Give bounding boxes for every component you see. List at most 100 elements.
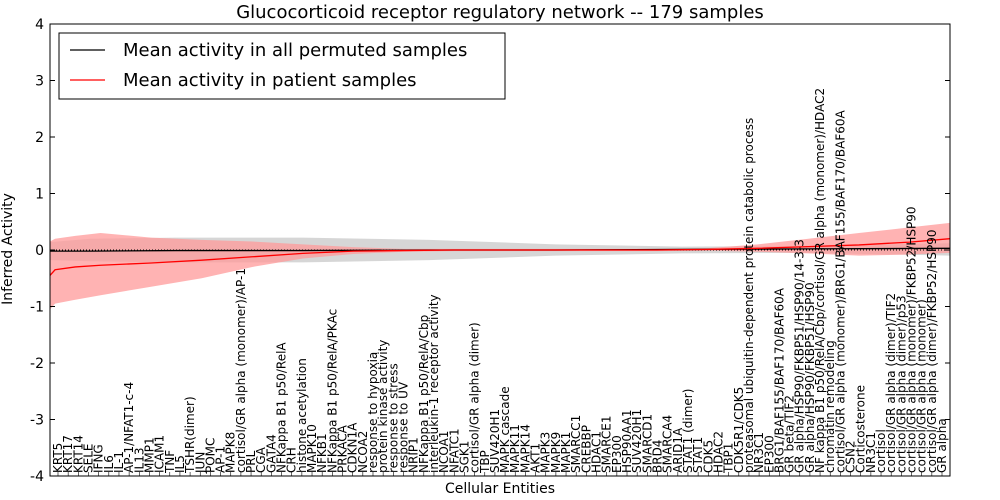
chart-title: Glucocorticoid receptor regulatory netwo…	[236, 2, 764, 23]
y-tick-label: 4	[35, 17, 44, 33]
entity-label: AP-1/NFAT1-c-4	[122, 382, 136, 473]
y-tick-label: 2	[35, 130, 44, 146]
entity-label: SMARCE1	[600, 415, 614, 473]
entity-label: IL13	[132, 448, 146, 474]
entity-label: SMARCC1	[569, 415, 583, 473]
entity-label: cortisol/GR alpha (dimer)	[468, 322, 482, 473]
entity-label: HSP90AA1	[620, 409, 634, 473]
entity-label: IL-1	[112, 451, 126, 473]
entity-label: NFATC1	[447, 428, 461, 473]
entity-label: PRKACA	[336, 424, 350, 473]
entity-label: Corticosterone	[854, 385, 868, 473]
y-tick-label: 0	[35, 243, 44, 259]
legend-patient-label: Mean activity in patient samples	[123, 70, 417, 91]
entity-label: HDAC1	[590, 431, 604, 473]
entity-label: STAT1	[691, 437, 705, 473]
entity-label: cortisol/GR alpha (monomer)/FKBP52/HSP90	[905, 206, 919, 473]
entity-label: CRH	[285, 447, 299, 473]
entity-label: cortisol	[874, 429, 888, 473]
entity-label: KRT17	[61, 435, 75, 473]
entity-label: NF kappa B1 p50/RelA/Cbp/cortisol/GR alp…	[813, 88, 827, 473]
y-axis: -4 -3 -2 -1 0 1 2 3 4	[30, 17, 950, 485]
entity-label: GR alpha/HSP90/FKBP51/HSP90	[803, 282, 817, 473]
entity-label: JUN	[193, 452, 207, 474]
entity-label: CGA	[254, 446, 268, 473]
entity-label: protein kinase activity	[376, 340, 390, 473]
entity-label: HDAC2	[712, 431, 726, 473]
entity-label: CDK5R1/CDK5	[732, 387, 746, 473]
entity-label: IL5	[173, 455, 187, 473]
entity-label: AKT1	[529, 443, 543, 473]
entity-label: TBP	[478, 450, 492, 474]
entity-label: NFKappa B1 p50/RelA/Cbp	[417, 315, 431, 473]
series-line-patient	[49, 238, 951, 276]
entity-label: BRD4	[651, 440, 665, 473]
entity-label: ARID1A	[671, 427, 685, 473]
entity-label: TSHR(dimer)	[183, 396, 197, 474]
entity-label: MAPK1	[559, 432, 573, 473]
entity-label: TBP1	[722, 443, 736, 474]
y-tick-label: -2	[30, 356, 44, 372]
entity-label: cortisol/GR alpha (monomer)/BRG1/BAF155/…	[833, 109, 847, 473]
entity-label: SELE	[82, 444, 96, 473]
entity-label: TNF	[163, 450, 177, 474]
x-axis-ticks	[57, 472, 943, 476]
entity-label: AP-1	[214, 446, 228, 473]
entity-label: cortisol/GR alpha (dimer)/TIF2	[884, 293, 898, 473]
entity-label: CSN2	[844, 440, 858, 473]
entity-label: NR3C1	[752, 432, 766, 473]
entity-label: EP300	[762, 435, 776, 473]
series-lines	[49, 238, 951, 276]
x-axis-label: Cellular Entities	[445, 481, 555, 497]
legend-box	[58, 32, 506, 100]
entity-label: NFKB1	[315, 433, 329, 473]
entity-label: IL6	[102, 455, 116, 473]
entity-label: NCOA1	[437, 431, 451, 473]
entity-label: interleukin-1 receptor activity	[427, 294, 441, 473]
entity-label: MAPK14	[518, 424, 532, 473]
entity-label: cortisol/GR alpha (monomer)	[915, 299, 929, 473]
entity-label: MAPK cascade	[498, 386, 512, 473]
legend-permuted-label: Mean activity in all permuted samples	[123, 40, 467, 61]
y-tick-label: -3	[30, 413, 44, 429]
entity-label: MAPK10	[305, 424, 319, 473]
entity-label: SUV420H1	[488, 409, 502, 473]
entity-label: histone acetylation	[295, 358, 309, 473]
y-axis-label: Inferred Activity	[0, 193, 16, 305]
entity-labels: KRT5KRT17KRT14SELEIFNGIL6IL-1AP-1/NFAT1-…	[51, 88, 949, 474]
entity-label: KRT14	[71, 435, 85, 473]
entity-label: cortisol/GR alpha (dimer)/FKBP52/HSP90	[925, 230, 939, 473]
entity-label: GR alpha/HSP90/FKBP51/HSP90/14-3-3	[793, 239, 807, 473]
entity-label: cortisol/GR alpha (dimer)/p53	[894, 295, 908, 473]
entity-label: SUV420H1	[630, 409, 644, 473]
entity-label: PRL	[244, 450, 258, 473]
entity-label: EP300	[610, 435, 624, 473]
band-patient	[50, 222, 950, 310]
entity-label: MAPK8	[224, 432, 238, 473]
entity-label: MAPK9	[549, 432, 563, 473]
entity-label: STAT1 (dimer)	[681, 389, 695, 473]
entity-label: MMP1	[142, 437, 156, 473]
entity-label: chromatin remodeling	[823, 340, 837, 473]
entity-label: CREBBP	[579, 425, 593, 473]
y-tick-label: 1	[35, 187, 44, 203]
entity-label: response to stress	[386, 363, 400, 473]
entity-label: KRT5	[51, 443, 65, 473]
entity-label: BRG1/BAF155/BAF170/BAF60A	[772, 287, 786, 473]
entity-label: ICAM1	[153, 435, 167, 473]
entity-label: SMARCA4	[661, 415, 675, 473]
entity-label: GR alpha	[935, 418, 949, 473]
legend: Mean activity in all permuted samples Me…	[58, 32, 506, 100]
entity-label: SGK1	[457, 441, 471, 473]
entity-label: CDK5	[701, 440, 715, 473]
entity-label: MAPK3	[539, 432, 553, 473]
entity-label: NFKappa B1 p50/RelA	[275, 342, 289, 473]
entity-label: NRIP1	[407, 437, 421, 473]
entity-label: NR3C1	[864, 432, 878, 473]
entity-label: GR beta/TIF2	[783, 395, 797, 473]
entity-label: cortisol/GR alpha (monomer)/AP-1	[234, 268, 248, 473]
entity-label: proteasomal ubiquitin-dependent protein …	[742, 118, 756, 473]
entity-label: response to hypoxia	[366, 352, 380, 473]
entity-label: CDKN1A	[346, 422, 360, 473]
